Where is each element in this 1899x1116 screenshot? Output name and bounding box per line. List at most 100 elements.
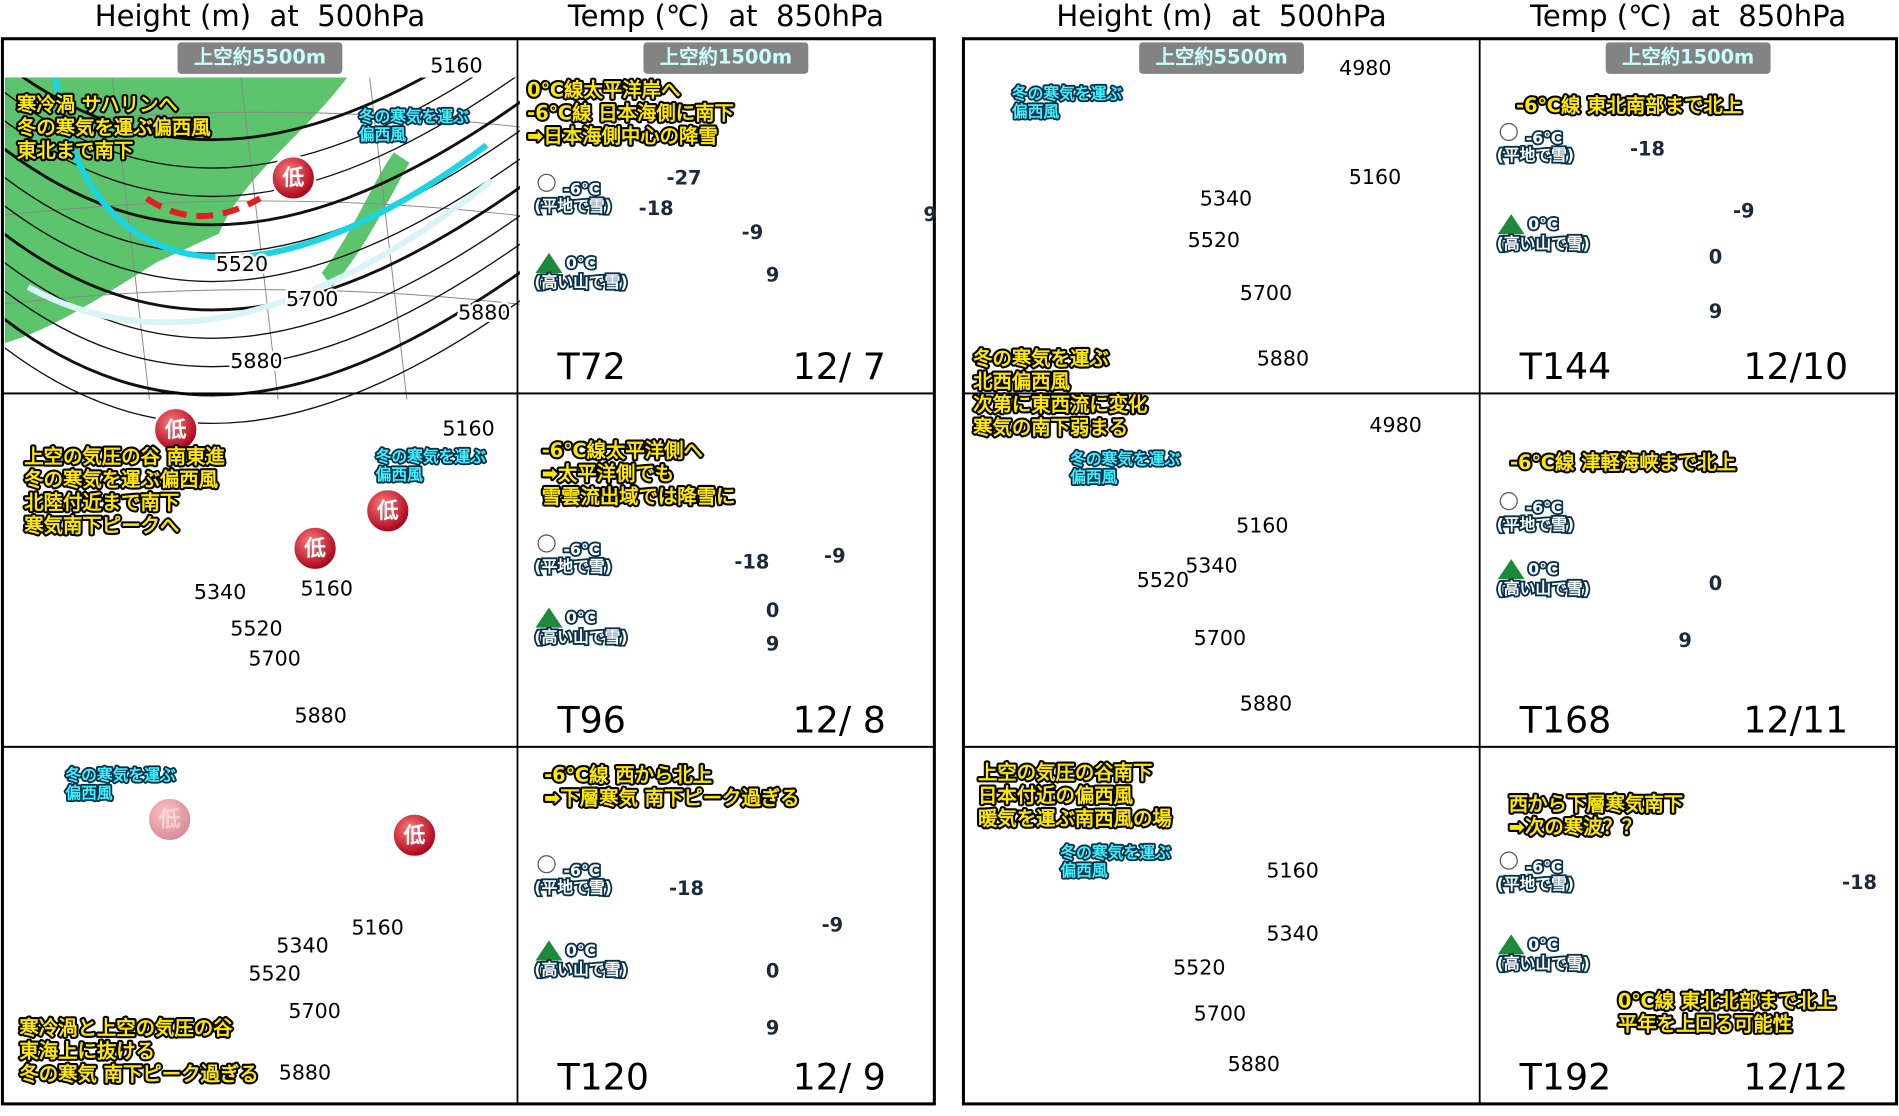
annotation: -6℃線 西から北上: [544, 763, 712, 786]
mountain-note: (高い山で雪): [1497, 954, 1590, 973]
half-frame: [961, 37, 1899, 1106]
grid-line: [240, 77, 279, 400]
contour-label: 5880: [230, 349, 282, 373]
low-pressure-mark: [270, 154, 317, 201]
grid-line: [957, 290, 1485, 305]
contour-line: [0, 535, 530, 664]
annotation: 寒冷渦と上空の気圧の谷: [19, 1016, 233, 1039]
contour-label: 5520: [1173, 955, 1225, 979]
annotation: 日本付近の偏西風: [978, 784, 1134, 807]
trough-line: [147, 908, 260, 926]
annotation: ➡太平洋側でも: [542, 462, 674, 485]
contour-label: 4980: [1369, 413, 1421, 437]
altitude-badge: [1139, 42, 1304, 74]
grid-line: [4, 111, 520, 128]
contour-label: 5880: [294, 704, 346, 728]
grid-line: [0, 910, 524, 925]
snowman-icon: [1499, 492, 1518, 511]
altitude-label: 上空約5500m: [1155, 46, 1287, 69]
contour-line: [951, 648, 1491, 777]
annotation: 北西偏西風: [973, 370, 1070, 393]
forecast-date: 12/ 8: [793, 699, 886, 742]
grid-line: [1197, 33, 1239, 400]
altitude-badge: [643, 42, 809, 74]
annotation: 寒冷渦 サハリンへ: [17, 93, 178, 116]
grid-line: [1068, 387, 1110, 753]
height-map: [4, 77, 520, 424]
annotation: -6℃線太平洋側へ: [542, 439, 703, 462]
contour-label: 5340: [1185, 553, 1237, 577]
annotation: 北陸付近まで南下: [24, 491, 179, 514]
temp-map: [1468, 722, 1899, 1104]
contour-line: [4, 77, 516, 197]
low-pressure-label: 低: [303, 537, 326, 562]
contour-line: [4, 100, 520, 227]
annotation: ➡日本海側中心の降雪: [527, 124, 718, 147]
contour-label: 4980: [1339, 56, 1391, 80]
wind-label: 冬の寒気を運ぶ: [1060, 843, 1170, 862]
contour-line: [951, 422, 1491, 551]
mountain-temp: 0℃: [566, 253, 596, 272]
wind-label: 偏西風: [376, 465, 423, 484]
land: [1480, 39, 1730, 343]
contour-label: 5160: [1266, 859, 1318, 883]
panel-border: [962, 392, 1898, 748]
annotation: 寒気の南下弱まる: [973, 416, 1128, 439]
grid-line: [236, 741, 278, 1110]
forecast-hour: T72: [556, 345, 625, 388]
contour-line: [951, 975, 1491, 1105]
forecast-hour: T96: [556, 699, 625, 742]
annotation: 冬の寒気を運ぶ偏西風: [24, 468, 218, 491]
annotation: 西から下層寒気南下: [1509, 792, 1683, 815]
contour-line: [4, 214, 520, 339]
mountain-note: (高い山で雪): [534, 273, 627, 292]
half-frame: [0, 37, 936, 1106]
grid-line: [0, 555, 524, 570]
contour-label: 5880: [279, 1061, 331, 1085]
wind-arrow: [26, 178, 494, 326]
mountain-temp: 0℃: [1528, 560, 1558, 579]
isotherm-label: 0: [766, 959, 779, 982]
snow-note: (平地で雪): [534, 878, 611, 897]
contour-label: 5340: [194, 580, 246, 604]
altitude-badge: [177, 42, 343, 74]
contour-line: [951, 152, 1491, 281]
wind-label: 偏西風: [1060, 861, 1107, 880]
grid-line: [107, 387, 149, 753]
forecast-hour: T120: [556, 1056, 649, 1099]
grid-line: [369, 77, 408, 400]
wind-label: 偏西風: [1070, 468, 1117, 487]
low-pressure-label: 低: [281, 166, 304, 191]
snow-temp: -6℃: [564, 540, 601, 559]
annotation: 上空の気圧の谷 南東進: [24, 445, 225, 468]
jet-stream: [52, 77, 489, 261]
contour-label: 5160: [430, 54, 482, 78]
low-pressure-mark: [292, 525, 339, 572]
contour-label: 5700: [288, 999, 340, 1023]
annotation: ➡下層寒気 南下ピーク過ぎる: [544, 786, 799, 809]
isotherm-label: 9: [766, 633, 779, 656]
contour-label: 5880: [1228, 1052, 1280, 1076]
snow-temp: -6℃: [564, 861, 601, 880]
contour-label: 5880: [1240, 691, 1292, 715]
contour-label: 5520: [1137, 568, 1189, 592]
annotation: -6℃線 東北南部まで北上: [1516, 94, 1742, 117]
isotherm-label: -9: [824, 544, 846, 567]
grid-line: [236, 387, 278, 753]
isotherm-label: -18: [639, 197, 674, 220]
mountain-temp: 0℃: [566, 608, 596, 627]
grid-line: [111, 77, 150, 400]
contour-line: [951, 591, 1491, 720]
annotation: 上空の気圧の谷南下: [978, 761, 1152, 784]
grid-line: [957, 467, 1485, 482]
grid-line: [1326, 741, 1368, 1110]
isotherm-label: -9: [822, 913, 844, 936]
forecast-date: 12/12: [1743, 1056, 1848, 1099]
contour-line: [4, 243, 520, 368]
snowman-icon: [1499, 851, 1518, 870]
mountain-temp: 0℃: [1528, 935, 1558, 954]
forecast-date: 12/10: [1743, 345, 1848, 388]
mountain-icon: [1495, 932, 1527, 956]
snow-note: (平地で雪): [1497, 515, 1574, 534]
isotherm-label: 0: [766, 599, 779, 622]
